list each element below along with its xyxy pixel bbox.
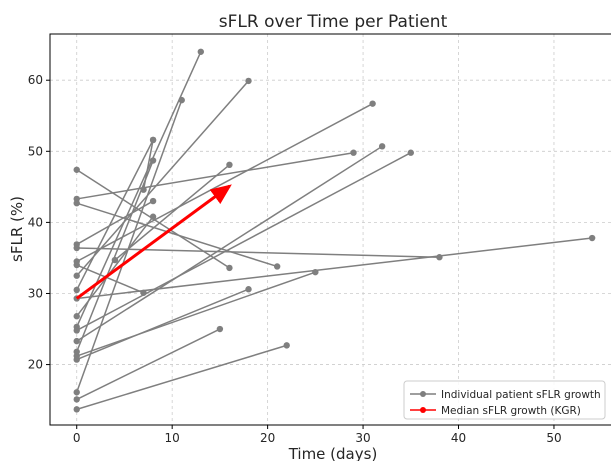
patient-point <box>73 396 80 403</box>
legend-patient-label: Individual patient sFLR growth <box>441 389 601 401</box>
chart-title: sFLR over Time per Patient <box>219 12 448 32</box>
x-axis-label: Time (days) <box>288 445 378 461</box>
x-axis-ticks: 0 10 20 30 40 50 <box>73 425 562 445</box>
patient-line <box>76 247 440 258</box>
patient-point <box>178 96 185 104</box>
patient-point <box>73 313 80 320</box>
patient-point <box>111 256 119 264</box>
legend-patient-marker <box>420 391 426 397</box>
x-tick-label: 40 <box>451 431 466 445</box>
patient-line <box>76 328 221 401</box>
patient-point <box>436 254 443 261</box>
patient-point <box>73 406 80 413</box>
patient-point <box>226 161 233 169</box>
patient-line <box>114 164 230 261</box>
patient-point <box>149 197 157 205</box>
x-tick-label: 50 <box>546 431 561 445</box>
x-tick-label: 0 <box>73 431 81 445</box>
patient-point <box>73 195 80 203</box>
patient-line <box>76 80 250 277</box>
patient-line <box>76 216 154 317</box>
patient-point <box>245 286 252 293</box>
patient-point <box>216 325 224 333</box>
patient-line <box>76 288 249 361</box>
patient-point <box>283 342 290 349</box>
patient-point <box>140 289 147 296</box>
patient-point <box>73 241 80 248</box>
y-axis-label: sFLR (%) <box>8 196 26 262</box>
patient-point <box>149 136 157 144</box>
y-tick-label: 60 <box>28 73 43 87</box>
patient-point <box>73 348 80 355</box>
grid <box>50 34 611 425</box>
y-tick-label: 30 <box>28 286 43 300</box>
patient-point <box>378 143 386 150</box>
patient-line <box>142 139 154 190</box>
legend: Individual patient sFLR growth Median sF… <box>403 380 606 420</box>
x-tick-label: 10 <box>165 431 180 445</box>
patient-line <box>76 344 287 411</box>
legend-median-label: Median sFLR growth (KGR) <box>441 405 581 417</box>
patient-line <box>76 145 383 342</box>
patient-point <box>73 286 80 294</box>
patient-point <box>588 234 596 242</box>
patient-point <box>369 100 376 107</box>
legend-box <box>403 380 606 420</box>
patient-line <box>76 99 183 393</box>
patient-line <box>76 200 154 246</box>
patient-point <box>140 186 147 193</box>
patient-line <box>76 152 412 332</box>
y-tick-label: 40 <box>28 215 43 229</box>
patient-point <box>312 268 319 276</box>
y-tick-label: 20 <box>28 358 43 372</box>
patient-point <box>245 77 252 85</box>
patient-point <box>407 149 414 156</box>
patient-point <box>149 213 157 220</box>
x-tick-label: 20 <box>260 431 275 445</box>
patient-line <box>76 160 154 353</box>
patient-line <box>76 271 316 357</box>
patient-line <box>76 237 593 300</box>
patient-point <box>73 272 80 279</box>
patient-point <box>73 337 80 345</box>
patient-line <box>76 103 373 263</box>
patient-line <box>76 264 144 294</box>
median-growth-arrow <box>75 184 232 300</box>
patient-point <box>273 263 281 270</box>
patient-point <box>73 323 80 331</box>
patient-point <box>226 264 233 272</box>
patient-point <box>73 258 80 265</box>
x-tick-label: 30 <box>355 431 370 445</box>
patient-point <box>73 389 80 396</box>
plot-frame <box>49 33 611 426</box>
patient-point <box>73 166 80 173</box>
y-axis-ticks: 20 30 40 50 60 <box>28 73 50 372</box>
patient-point <box>197 48 205 55</box>
patient-point <box>350 149 357 156</box>
patient-point <box>149 157 157 164</box>
y-tick-label: 50 <box>28 144 43 158</box>
legend-median-marker <box>420 407 426 413</box>
series-layer <box>73 48 596 413</box>
